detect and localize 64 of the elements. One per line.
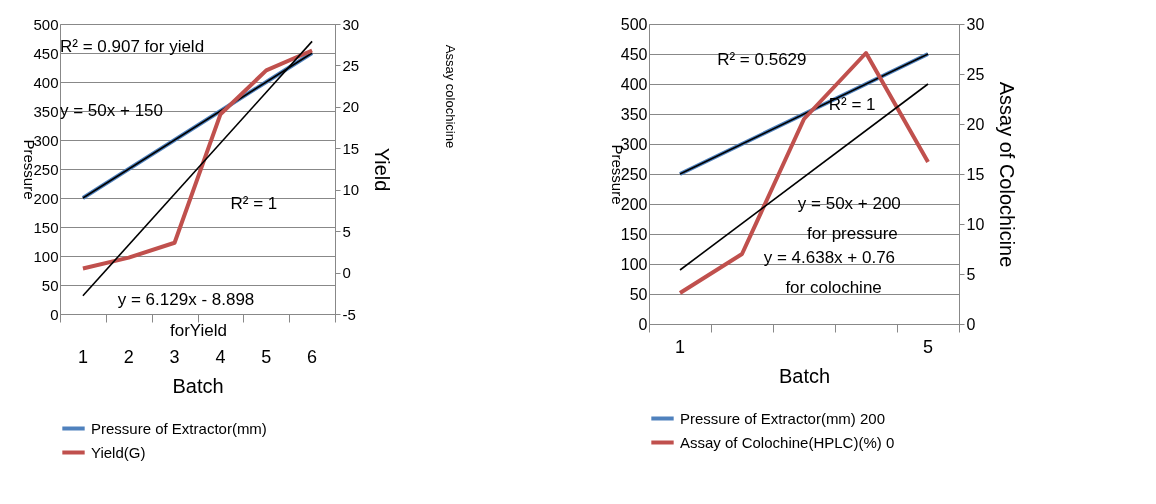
y-tick-label: 200	[33, 189, 59, 207]
y-tick-label: 500	[620, 15, 648, 33]
annotation: R² = 0.5629	[717, 50, 807, 69]
y-tick-label: 0	[638, 315, 648, 333]
annotation: R² = 0.907 for yield	[60, 37, 205, 57]
annotation: R² = 1	[230, 193, 278, 213]
y-tick-label: 350	[33, 102, 59, 120]
annotation: for colochine	[785, 278, 882, 297]
y2-axis-title: Assay of Colochicine	[996, 81, 1019, 268]
x-tick-label: 1	[77, 347, 88, 367]
y2-tick-label: 15	[966, 165, 985, 183]
y-tick-label: 150	[620, 225, 648, 243]
x-tick-label: 6	[307, 347, 318, 367]
x-axis-title: Batch	[172, 375, 224, 397]
y-tick-label: 450	[620, 45, 648, 63]
y2-tick-label: 0	[966, 315, 976, 333]
y-tick-label: 400	[620, 75, 648, 93]
y-tick-label: 300	[33, 131, 59, 149]
y2-tick-label: 20	[966, 115, 985, 133]
y2-tick-label: 25	[966, 65, 985, 83]
x-tick-label: 4	[215, 347, 226, 367]
y2-tick-label: 30	[966, 15, 985, 33]
legend-label: Pressure of Extractor(mm)	[91, 419, 267, 437]
y-tick-label: 150	[33, 218, 59, 236]
y-tick-label: 0	[50, 305, 59, 323]
y2-tick-label: 25	[342, 56, 360, 74]
y2-tick-label: 5	[966, 265, 976, 283]
annotation: for pressure	[807, 224, 898, 243]
y2-tick-label: 10	[342, 181, 360, 199]
legend-label: Assay of Colochine(HPLC)(%) 0	[680, 433, 895, 451]
y-tick-label: 400	[33, 73, 59, 91]
y-tick-label: 50	[41, 276, 59, 294]
x-tick-label: 2	[123, 347, 134, 367]
x-tick-label: 1	[674, 337, 686, 357]
annotation: y = 50x + 200	[797, 194, 901, 213]
x-tick-label: 3	[169, 347, 180, 367]
legend-label: Yield(G)	[91, 443, 146, 461]
y2-tick-label: 0	[342, 264, 351, 282]
y-tick-label: 500	[33, 15, 59, 33]
annotation: y = 50x + 150	[60, 101, 164, 120]
y-tick-label: 100	[620, 255, 648, 273]
annotation: y = 6.129x - 8.898	[117, 289, 255, 309]
y-tick-label: 100	[33, 247, 59, 265]
y2-tick-label: 15	[342, 139, 360, 157]
y2-tick-label: 10	[966, 215, 985, 233]
y2-tick-label: -5	[342, 305, 356, 323]
legend-label: Pressure of Extractor(mm) 200	[680, 409, 886, 427]
y2-axis-title: Yield	[371, 147, 394, 192]
y-tick-label: 50	[629, 285, 648, 303]
y2-tick-label: 5	[342, 222, 351, 240]
y2-tick-label: 20	[342, 98, 360, 116]
annotation: R² = 1	[828, 95, 876, 114]
y-tick-label: 250	[33, 160, 59, 178]
y-tick-label: 450	[33, 44, 59, 62]
y2-tick-label: 30	[342, 15, 360, 33]
x-axis-title: Batch	[778, 365, 831, 387]
text: forYield	[170, 321, 228, 341]
y-tick-label: 350	[620, 105, 648, 123]
x-tick-label: 5	[922, 337, 934, 357]
text: Assay colochicine	[443, 44, 458, 149]
annotation: y = 4.638x + 0.76	[763, 248, 896, 267]
x-tick-label: 5	[261, 347, 272, 367]
y-tick-label: 200	[620, 195, 648, 213]
y-tick-label: 250	[620, 165, 648, 183]
